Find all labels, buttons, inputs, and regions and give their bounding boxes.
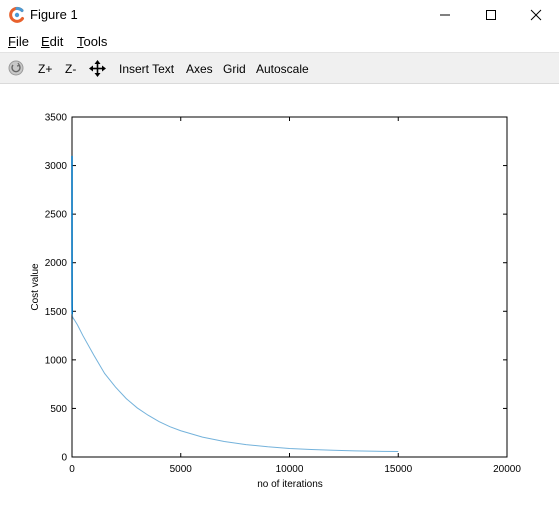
autoscale-button[interactable]: Autoscale xyxy=(256,62,309,76)
y-tick-label: 2500 xyxy=(45,210,68,221)
menu-bar: File Edit Tools xyxy=(0,30,559,52)
maximize-button[interactable] xyxy=(468,0,514,30)
minimize-icon xyxy=(439,9,451,21)
zoom-in-button[interactable]: Z+ xyxy=(38,62,52,76)
title-bar: Figure 1 xyxy=(0,0,559,30)
figure-toolbar: Z+ Z- Insert Text Axes Grid Autoscale xyxy=(0,52,559,84)
x-tick-label: 20000 xyxy=(493,464,521,475)
x-tick-label: 5000 xyxy=(170,464,193,475)
y-tick-label: 1500 xyxy=(45,307,68,318)
minimize-button[interactable] xyxy=(422,0,468,30)
maximize-icon xyxy=(485,9,497,21)
y-tick-label: 3500 xyxy=(45,113,68,124)
x-tick-label: 15000 xyxy=(384,464,412,475)
axes-box xyxy=(72,117,507,457)
y-tick-label: 500 xyxy=(50,404,67,415)
axes-button[interactable]: Axes xyxy=(186,62,213,76)
y-tick-label: 2000 xyxy=(45,258,68,269)
y-tick-label: 0 xyxy=(61,453,67,464)
pan-move-icon[interactable] xyxy=(89,60,106,77)
menu-file[interactable]: File xyxy=(8,34,29,49)
y-tick-label: 1000 xyxy=(45,355,68,366)
menu-edit[interactable]: Edit xyxy=(41,34,63,49)
plot-area: 0 5000 10000 15000 20000 0 500 1000 1500 2000 250… xyxy=(0,84,559,502)
x-tick-label: 10000 xyxy=(276,464,304,475)
grid-button[interactable]: Grid xyxy=(223,62,246,76)
rotate-icon[interactable] xyxy=(8,60,24,76)
close-button[interactable] xyxy=(513,0,559,30)
window-title: Figure 1 xyxy=(30,7,78,22)
cost-chart: 0 5000 10000 15000 20000 0 500 1000 1500 2000 250… xyxy=(0,84,559,502)
x-tick-label: 0 xyxy=(69,464,75,475)
insert-text-button[interactable]: Insert Text xyxy=(119,62,174,76)
zoom-out-button[interactable]: Z- xyxy=(65,62,76,76)
menu-tools[interactable]: Tools xyxy=(77,34,107,49)
close-icon xyxy=(530,9,542,21)
y-axis-label: Cost value xyxy=(30,263,41,311)
x-axis-label: no of iterations xyxy=(257,479,323,490)
y-tick-label: 3000 xyxy=(45,161,68,172)
octave-logo-icon xyxy=(8,6,26,24)
